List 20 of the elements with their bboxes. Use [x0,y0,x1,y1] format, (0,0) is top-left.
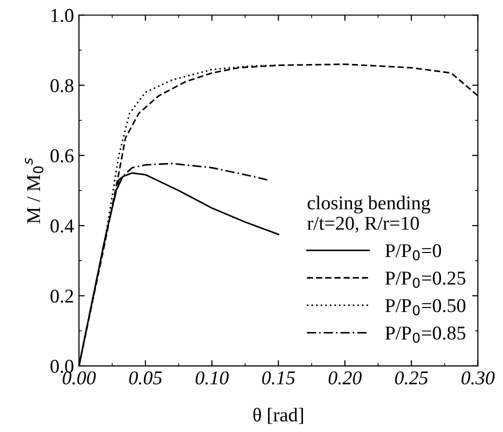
y-tick-label: 0.0 [50,360,74,373]
x-tick-label: 0.10 [196,371,229,385]
y-tick-label: 0.6 [50,149,74,162]
y-tick-label: 1.0 [52,8,74,22]
y-tick-label: 0.4 [50,219,74,233]
x-tick-label: 0.15 [262,371,295,385]
y-axis-title: M / M$_{0}$$^{s}$ [24,158,44,224]
x-tick-label: 0.05 [129,371,162,385]
x-tick-label: 0.20 [328,371,362,385]
y-tick-label: 0.2 [50,290,74,303]
legend-title: closing bending r/t=20, R/r=10 [307,196,430,233]
x-axis-title: θ [rad] [253,408,303,424]
x-tick-label: 0.25 [395,371,428,385]
legend-label: P/P$_{0}$=0.85 [385,326,466,343]
y-tick-label: 0.8 [50,79,74,92]
x-tick-label: 0.30 [462,371,495,385]
legend-label: P/P$_{0}$=0 [385,244,442,260]
legend-label: P/P$_{0}$=0.25 [385,272,466,288]
x-tick-label: 0.00 [62,371,96,385]
legend-label: P/P$_{0}$=0.50 [385,299,466,316]
